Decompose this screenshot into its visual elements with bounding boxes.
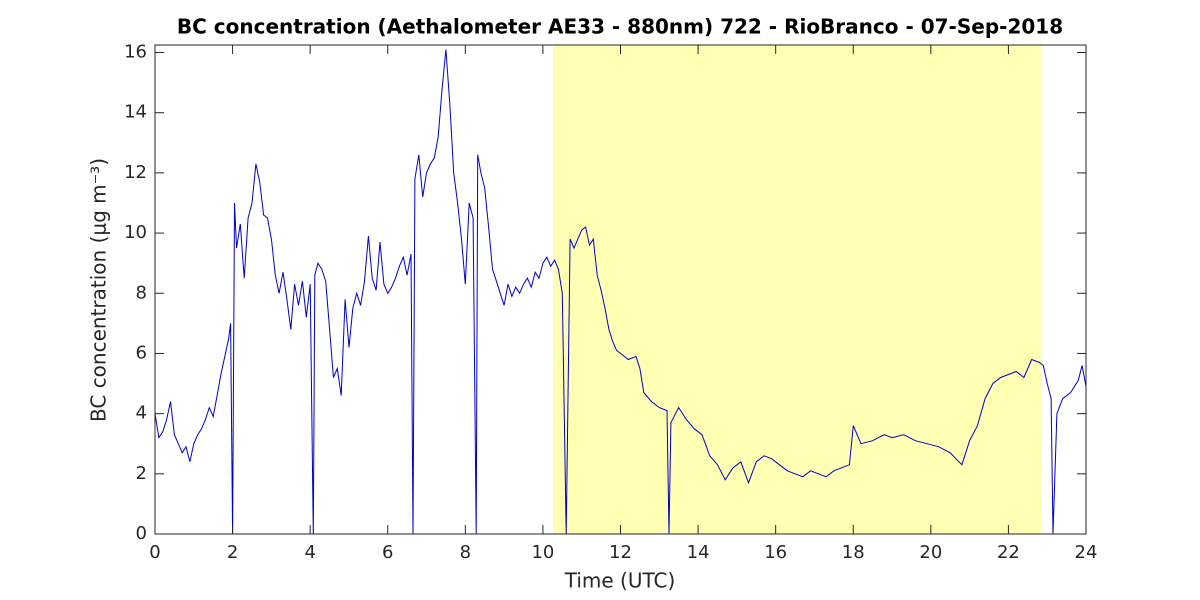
y-tick-label: 14 xyxy=(124,102,147,123)
x-tick-label: 10 xyxy=(531,542,554,563)
x-tick-label: 22 xyxy=(997,542,1020,563)
x-tick-label: 14 xyxy=(687,542,710,563)
x-tick-label: 16 xyxy=(764,542,787,563)
data-line xyxy=(155,49,1086,534)
x-tick-label: 12 xyxy=(609,542,632,563)
x-tick-label: 24 xyxy=(1075,542,1098,563)
y-tick-label: 2 xyxy=(136,463,147,484)
x-tick-label: 0 xyxy=(149,542,160,563)
daytime-shade xyxy=(553,45,1042,534)
y-tick-label: 4 xyxy=(136,403,147,424)
y-tick-label: 0 xyxy=(136,523,147,544)
x-tick-label: 8 xyxy=(460,542,471,563)
chart-title: BC concentration (Aethalometer AE33 - 88… xyxy=(177,15,1063,39)
x-tick-label: 20 xyxy=(919,542,942,563)
y-tick-label: 8 xyxy=(136,282,147,303)
x-tick-label: 2 xyxy=(227,542,238,563)
x-tick-label: 4 xyxy=(304,542,315,563)
y-tick-label: 6 xyxy=(136,342,147,363)
y-axis-label: BC concentration (μg m⁻³) xyxy=(87,158,111,422)
x-tick-label: 18 xyxy=(842,542,865,563)
x-axis-label: Time (UTC) xyxy=(564,569,676,593)
plot-under xyxy=(553,45,1042,534)
y-tick-label: 16 xyxy=(124,42,147,63)
x-tick-label: 6 xyxy=(382,542,393,563)
y-tick-label: 12 xyxy=(124,162,147,183)
y-tick-label: 10 xyxy=(124,222,147,243)
